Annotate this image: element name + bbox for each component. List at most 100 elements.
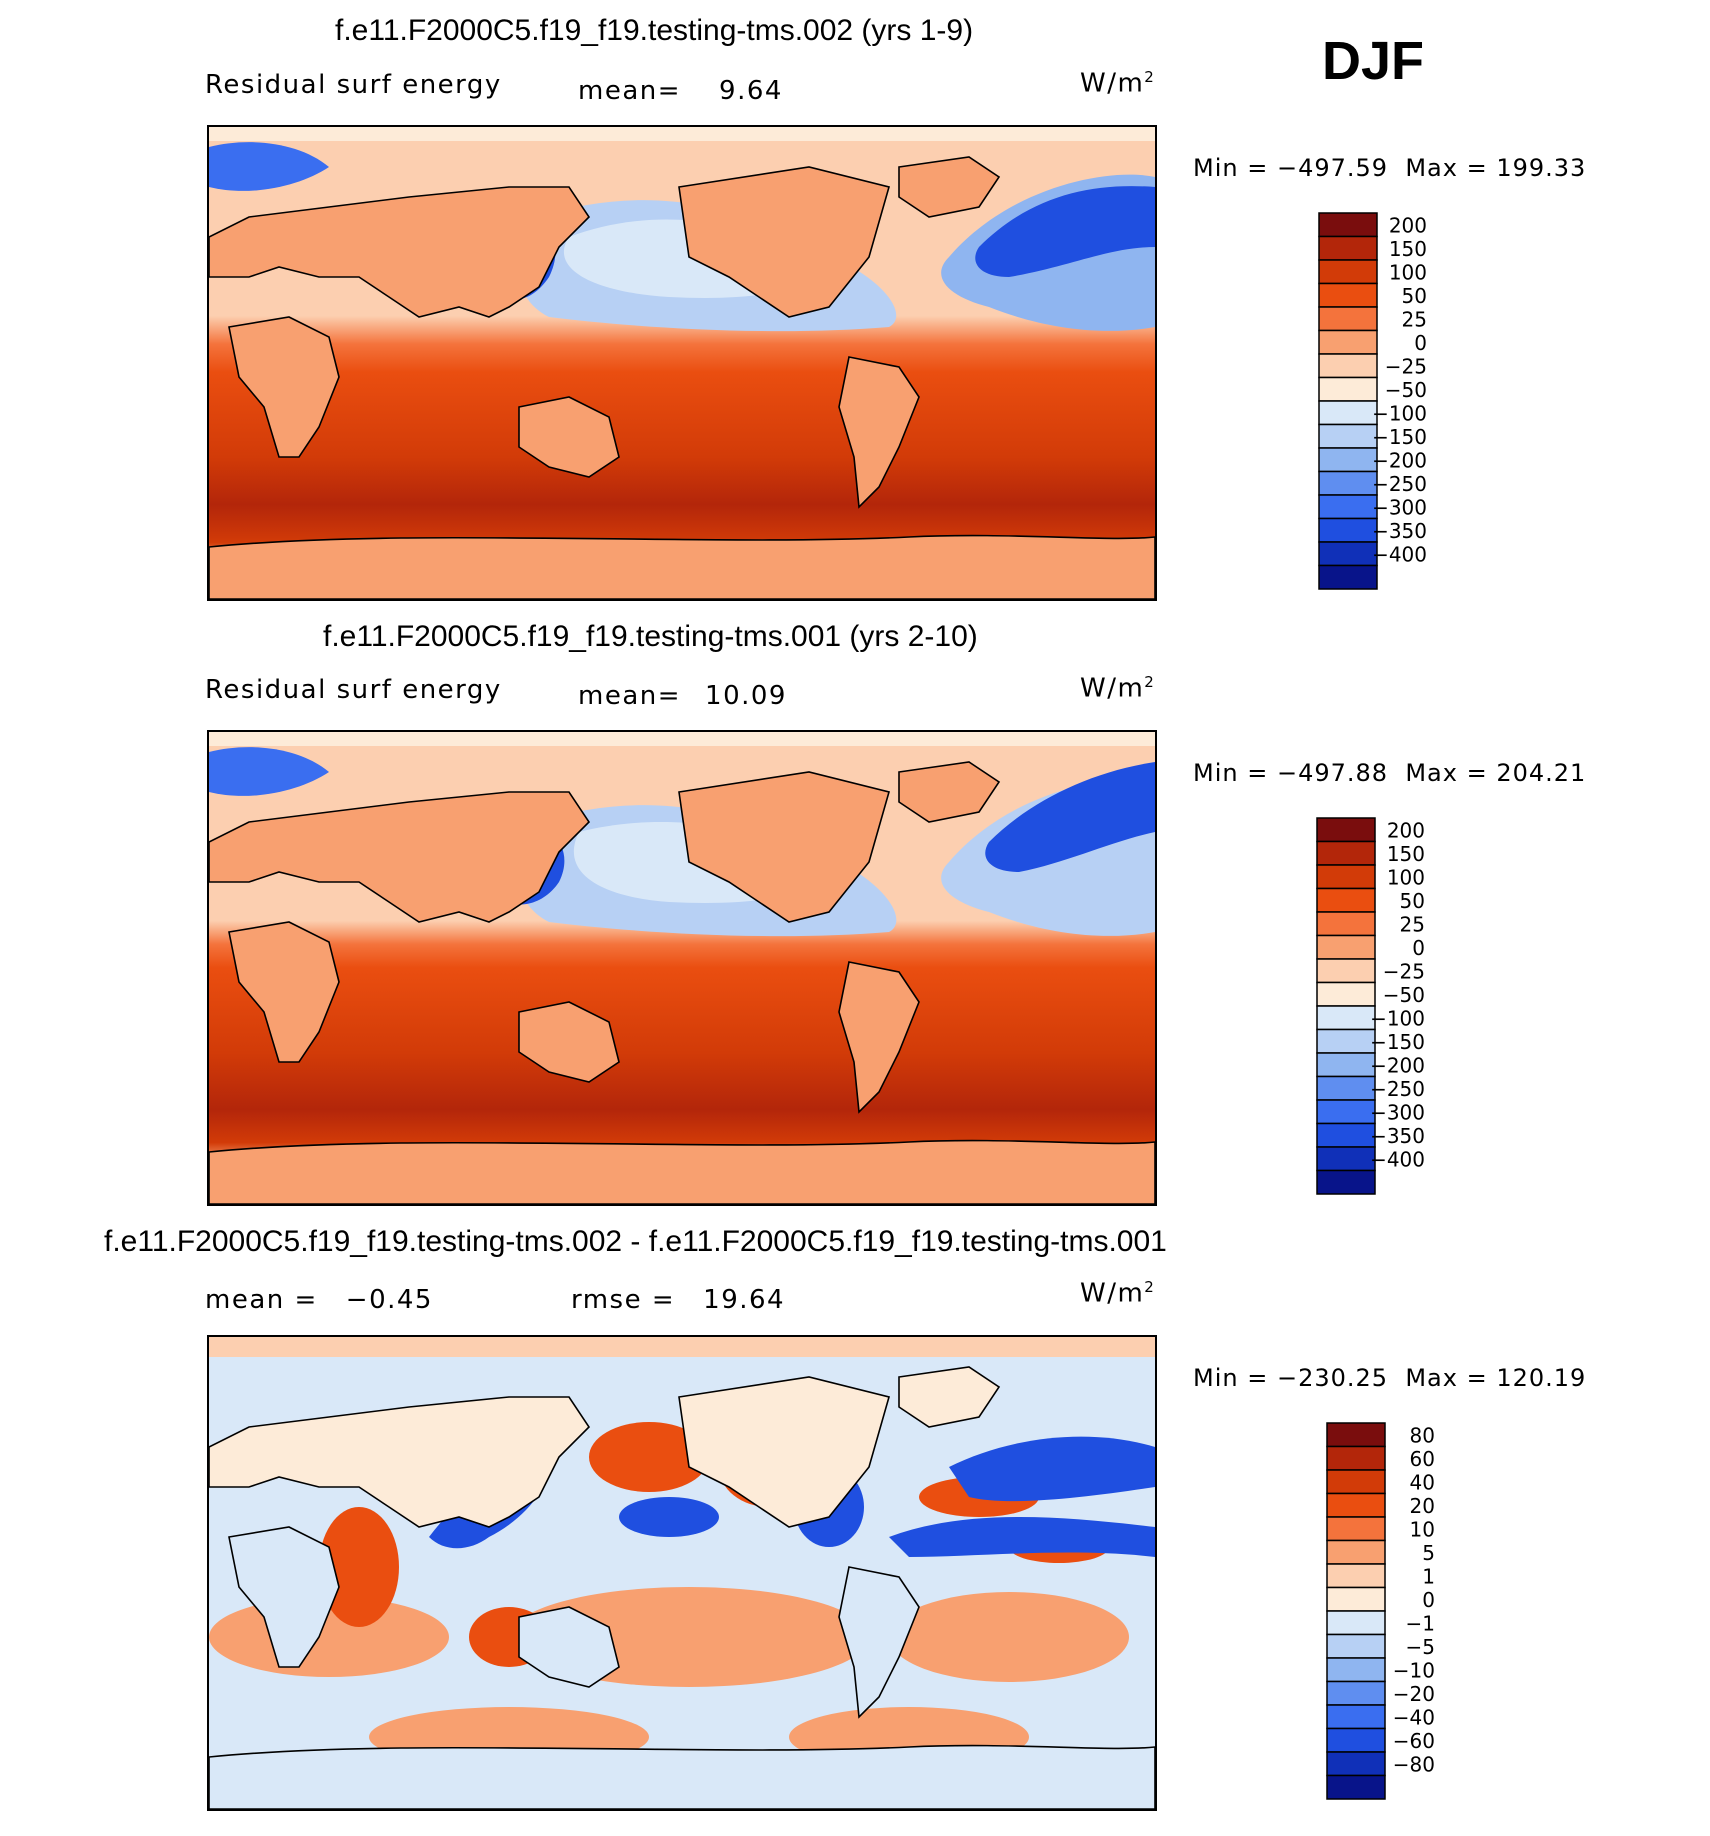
panel-2-variable-label: Residual surf energy xyxy=(205,675,502,705)
colorbar-swatch xyxy=(1316,817,1376,843)
colorbar-swatch xyxy=(1326,1445,1386,1471)
colorbar-tick-label: 0 xyxy=(1422,1588,1435,1612)
colorbar-swatch xyxy=(1318,235,1378,261)
colorbar-swatch xyxy=(1326,1586,1386,1612)
colorbar-tick-label: −400 xyxy=(1370,1148,1425,1172)
panel-3-map xyxy=(207,1335,1157,1811)
panel-2-mean: mean= 10.09 xyxy=(578,681,787,711)
colorbar-tick-label: −50 xyxy=(1383,983,1425,1007)
panel-2-mean-value: 10.09 xyxy=(705,681,787,711)
panel-1-colorbar-svg: 20015010050250−25−50−100−150−200−250−300… xyxy=(1318,212,1427,590)
colorbar-swatch xyxy=(1318,470,1378,496)
colorbar-tick-label: −150 xyxy=(1370,1030,1425,1054)
colorbar-tick-label: 10 xyxy=(1410,1518,1435,1542)
colorbar-swatch xyxy=(1316,1099,1376,1125)
panel-1-max-value: 199.33 xyxy=(1496,154,1587,182)
colorbar-swatch xyxy=(1326,1774,1386,1800)
colorbar-tick-label: −1 xyxy=(1406,1612,1435,1636)
panel-1-mean-label: mean= xyxy=(578,76,682,106)
panel-1-map xyxy=(207,125,1157,601)
colorbar-tick-label: −150 xyxy=(1372,425,1427,449)
panel-3-colorbar: 80 60 40 20 10 5 1 0 −1 −5 −10 −20 −40 −60 −80 xyxy=(1326,1422,1477,1800)
colorbar-tick-label: 25 xyxy=(1400,913,1425,937)
colorbar-swatch xyxy=(1318,282,1378,308)
colorbar-swatch xyxy=(1316,887,1376,913)
colorbar-swatch xyxy=(1316,958,1376,984)
colorbar-swatch xyxy=(1316,1052,1376,1078)
colorbar-swatch xyxy=(1318,306,1378,332)
colorbar-swatch xyxy=(1318,259,1378,285)
panel-3-minmax: Min = −230.25 Max = 120.19 xyxy=(1193,1364,1587,1392)
colorbar-swatch xyxy=(1318,564,1378,590)
colorbar-swatch xyxy=(1326,1469,1386,1495)
colorbar-tick-label: −25 xyxy=(1383,960,1425,984)
colorbar-swatch xyxy=(1326,1633,1386,1659)
panel-1-mean: mean= 9.64 xyxy=(578,76,783,106)
colorbar-tick-label: 200 xyxy=(1389,214,1427,238)
colorbar-tick-label: 25 xyxy=(1402,308,1427,332)
colorbar-swatch xyxy=(1318,447,1378,473)
colorbar-tick-label: 0 xyxy=(1412,936,1425,960)
colorbar-swatch xyxy=(1318,212,1378,238)
panel-2-minmax: Min = −497.88 Max = 204.21 xyxy=(1193,759,1587,787)
colorbar-swatch xyxy=(1326,1751,1386,1777)
panel-2-units: W/m2 xyxy=(1080,673,1156,704)
panel-2-title: f.e11.F2000C5.f19_f19.testing-tms.001 (y… xyxy=(323,620,978,653)
colorbar-swatch xyxy=(1326,1657,1386,1683)
colorbar-tick-label: −200 xyxy=(1372,449,1427,473)
panel-1-units: W/m2 xyxy=(1080,68,1156,99)
panel-1-variable-label: Residual surf energy xyxy=(205,70,502,100)
panel-1-colorbar: 200 150 100 50 25 0 −25 −50 −100 −150 −200 −250 −300… xyxy=(1318,212,1469,590)
colorbar-swatch xyxy=(1326,1680,1386,1706)
colorbar-swatch xyxy=(1318,329,1378,355)
colorbar-swatch xyxy=(1316,1005,1376,1031)
colorbar-tick-label: −100 xyxy=(1372,402,1427,426)
panel-2-colorbar: 200 150 100 50 25 0 −25 −50 −100 −150 −200 −250 −300… xyxy=(1316,817,1467,1195)
panel-1-map-svg xyxy=(209,127,1155,599)
panel-2-colorbar-svg: 20015010050250−25−50−100−150−200−250−300… xyxy=(1316,817,1425,1195)
panel-3-title: f.e11.F2000C5.f19_f19.testing-tms.002 - … xyxy=(104,1225,1167,1258)
colorbar-swatch xyxy=(1316,840,1376,866)
colorbar-swatch xyxy=(1316,1028,1376,1054)
panel-3-rmse-value: 19.64 xyxy=(703,1285,786,1315)
colorbar-tick-label: −350 xyxy=(1370,1124,1425,1148)
colorbar-tick-label: 40 xyxy=(1410,1471,1435,1495)
colorbar-swatch xyxy=(1316,864,1376,890)
panel-1-mean-value: 9.64 xyxy=(719,76,783,106)
colorbar-tick-label: 1 xyxy=(1422,1565,1435,1589)
colorbar-swatch xyxy=(1316,1146,1376,1172)
colorbar-tick-label: −60 xyxy=(1393,1729,1435,1753)
colorbar-swatch xyxy=(1326,1704,1386,1730)
colorbar-tick-label: 0 xyxy=(1414,331,1427,355)
colorbar-tick-label: 100 xyxy=(1387,866,1425,890)
colorbar-tick-label: 150 xyxy=(1387,842,1425,866)
colorbar-tick-label: −80 xyxy=(1393,1753,1435,1777)
panel-3-mean: mean = −0.45 xyxy=(205,1285,433,1315)
panel-2-map xyxy=(207,730,1157,1206)
panel-1-minmax: Min = −497.59 Max = 199.33 xyxy=(1193,154,1587,182)
colorbar-tick-label: 80 xyxy=(1410,1424,1435,1448)
panel-2-max-value: 204.21 xyxy=(1496,759,1587,787)
colorbar-swatch xyxy=(1326,1727,1386,1753)
colorbar-swatch xyxy=(1326,1539,1386,1565)
colorbar-swatch xyxy=(1326,1492,1386,1518)
panel-1-title: f.e11.F2000C5.f19_f19.testing-tms.002 (y… xyxy=(335,14,974,47)
colorbar-tick-label: 50 xyxy=(1400,889,1425,913)
colorbar-swatch xyxy=(1316,934,1376,960)
colorbar-swatch xyxy=(1316,1122,1376,1148)
panel-3-mean-label: mean = xyxy=(205,1285,318,1315)
colorbar-tick-label: −25 xyxy=(1385,355,1427,379)
colorbar-tick-label: 50 xyxy=(1402,284,1427,308)
colorbar-tick-label: −300 xyxy=(1372,496,1427,520)
colorbar-swatch xyxy=(1318,376,1378,402)
colorbar-swatch xyxy=(1318,494,1378,520)
panel-3-min-value: −230.25 xyxy=(1276,1364,1389,1392)
panel-2-map-svg xyxy=(209,732,1155,1204)
colorbar-swatch xyxy=(1318,541,1378,567)
colorbar-tick-label: −350 xyxy=(1372,519,1427,543)
panel-3-rmse-label: rmse = xyxy=(571,1285,676,1315)
colorbar-tick-label: 20 xyxy=(1410,1494,1435,1518)
colorbar-tick-label: −250 xyxy=(1370,1077,1425,1101)
colorbar-swatch xyxy=(1316,1169,1376,1195)
